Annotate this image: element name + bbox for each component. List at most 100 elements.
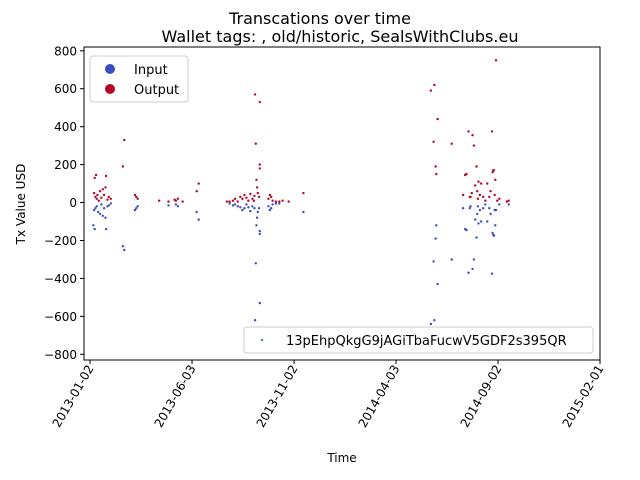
input-point — [123, 248, 126, 252]
output-point — [239, 195, 242, 199]
input-point — [93, 227, 96, 231]
y-tick-label: 0 — [69, 196, 77, 210]
output-point — [158, 199, 161, 202]
input-point — [491, 231, 494, 235]
input-point — [474, 218, 477, 221]
y-tick-label: 400 — [54, 120, 77, 134]
input-point — [236, 205, 239, 208]
input-point — [231, 204, 235, 207]
output-point — [195, 190, 198, 193]
input-point — [477, 222, 480, 225]
input-point — [245, 203, 248, 206]
output-point — [94, 195, 97, 199]
output-point — [433, 83, 436, 87]
output-point — [484, 199, 487, 202]
output-point — [472, 144, 476, 147]
output-point — [100, 196, 103, 199]
output-point — [478, 193, 482, 197]
input-point — [434, 237, 437, 240]
input-point — [94, 207, 97, 210]
input-point — [432, 260, 435, 263]
input-point — [271, 203, 274, 206]
output-point — [505, 200, 508, 203]
input-point — [476, 205, 480, 208]
output-point — [181, 200, 184, 203]
input-point — [167, 204, 170, 207]
output-point — [461, 193, 465, 197]
legend-output-marker — [105, 84, 115, 94]
y-tick-label: −200 — [44, 234, 77, 248]
output-point — [465, 172, 468, 176]
input-point — [258, 301, 261, 305]
input-point — [498, 203, 501, 206]
output-point — [477, 180, 480, 183]
output-point — [247, 199, 250, 202]
output-point — [254, 142, 257, 145]
output-point — [469, 195, 472, 199]
output-point — [271, 199, 274, 202]
input-point — [258, 229, 261, 233]
output-point — [102, 193, 106, 197]
input-point — [92, 208, 96, 212]
output-point — [228, 200, 231, 203]
chart-title: Transcations over time — [228, 9, 411, 28]
legend-input-label: Input — [134, 63, 168, 78]
input-point — [465, 228, 468, 232]
input-point — [486, 220, 489, 223]
input-point — [278, 202, 281, 205]
output-point — [287, 200, 290, 203]
input-point — [257, 207, 261, 210]
x-tick-label: 2014-09-02 — [458, 363, 505, 430]
output-point — [494, 59, 498, 62]
input-point — [195, 210, 198, 214]
output-point — [429, 89, 433, 92]
input-point — [100, 203, 103, 206]
output-point — [107, 195, 111, 199]
output-point — [176, 197, 180, 200]
input-point — [270, 207, 273, 210]
output-point — [434, 165, 437, 168]
output-point — [467, 130, 470, 133]
input-point — [469, 205, 472, 208]
output-point — [253, 93, 257, 96]
input-point — [488, 207, 491, 210]
input-point — [253, 319, 257, 322]
input-point — [174, 203, 178, 206]
input-point — [484, 203, 487, 206]
input-point — [243, 207, 246, 210]
input-point — [490, 272, 494, 275]
scatter-points — [92, 59, 510, 326]
input-point — [104, 216, 107, 219]
output-point — [486, 182, 489, 185]
x-axis: 2013-01-02 2013-06-03 2013-11-02 2014-04-03… — [50, 360, 607, 430]
input-point — [475, 236, 478, 239]
output-point — [253, 194, 256, 198]
input-point — [92, 224, 95, 227]
input-point — [255, 224, 258, 227]
input-point — [258, 232, 261, 236]
output-point — [96, 193, 99, 197]
output-point — [136, 197, 139, 200]
input-point — [468, 207, 471, 210]
legend-input-output: Input Output — [89, 55, 189, 103]
output-point — [258, 100, 261, 104]
output-point — [278, 200, 281, 203]
y-axis: −800 −600 −400 −200 0 200 400 600 800 — [44, 44, 84, 362]
legend-address-label: 13pEhpQkgG9jAGiTbaFucwV5GDF2s395QR — [286, 334, 567, 349]
input-point — [435, 224, 438, 227]
output-point — [471, 134, 474, 137]
output-point — [257, 195, 261, 199]
input-point — [239, 206, 242, 209]
legend-input-marker — [105, 64, 115, 74]
output-point — [267, 197, 270, 200]
y-tick-label: 600 — [54, 82, 77, 96]
x-axis-label: Time — [326, 451, 356, 465]
input-point — [256, 210, 259, 214]
input-point — [197, 218, 200, 221]
output-point — [491, 171, 494, 174]
input-point — [494, 224, 497, 227]
legend-address: 13pEhpQkgG9jAGiTbaFucwV5GDF2s395QR — [243, 326, 594, 354]
output-point — [104, 186, 107, 189]
output-point — [233, 197, 237, 200]
x-tick-label: 2015-02-01 — [560, 363, 607, 430]
